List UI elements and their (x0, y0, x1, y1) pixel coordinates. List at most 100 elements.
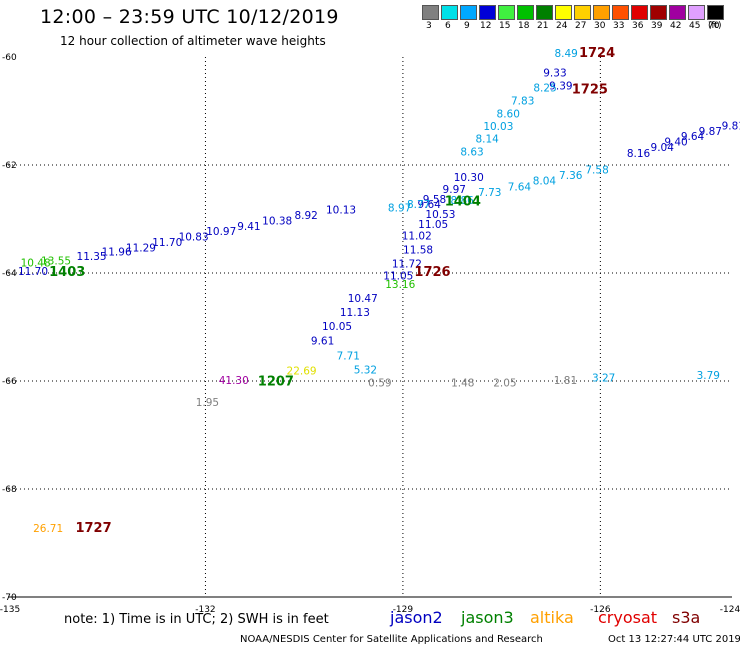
wave-height-value: 10.53 (425, 209, 455, 221)
color-scale-label: 6 (445, 21, 451, 31)
x-tick-label: -129 (393, 605, 414, 615)
color-scale-label: 36 (632, 21, 644, 31)
color-scale-swatch (460, 5, 477, 20)
wave-height-value: 8.14 (475, 133, 499, 145)
pass-time-label: 1725 (572, 83, 608, 98)
color-scale-label: 24 (556, 21, 568, 31)
wave-height-value: 9.39 (549, 80, 572, 92)
color-scale-swatch (536, 5, 553, 20)
color-scale-swatch (574, 5, 591, 20)
generated-timestamp: Oct 13 12:27:44 UTC 2019 (608, 634, 740, 645)
wave-height-value: 9.64 (418, 199, 442, 211)
wave-height-value: 11.29 (126, 242, 156, 254)
y-tick-label: -64 (2, 269, 17, 279)
wave-height-value: 9.97 (443, 184, 466, 196)
wave-height-value: 26.71 (33, 523, 63, 535)
wave-height-value: 0.59 (368, 377, 391, 389)
wave-height-value: 11.96 (102, 247, 132, 259)
color-scale-label: 12 (480, 21, 492, 31)
wave-height-value: 8.77 (407, 199, 430, 211)
wave-height-value: 11.05 (418, 219, 448, 231)
y-tick-label: -60 (2, 53, 17, 63)
pass-time-label: 1727 (75, 521, 111, 536)
wave-height-value: 8.25 (533, 83, 556, 95)
color-scale-swatch (517, 5, 534, 20)
wave-height-value: 10.30 (454, 172, 484, 184)
color-scale-label: 42 (670, 21, 682, 31)
wave-height-value: 9.41 (237, 221, 260, 233)
color-scale-label: 45 (689, 21, 701, 31)
wave-height-value: 10.13 (326, 205, 356, 217)
wave-height-value: 9.04 (651, 142, 675, 154)
wave-height-value: 10.38 (262, 215, 292, 227)
wave-height-value: 7.58 (585, 165, 608, 177)
wave-height-value: 9.87 (699, 126, 722, 138)
wave-height-value: 7.83 (511, 96, 534, 108)
wave-height-value: 5.32 (354, 364, 377, 376)
pass-time-label: 1404 (445, 195, 481, 210)
satellite-legend-cryosat: cryosat (598, 608, 658, 627)
y-tick-label: -68 (2, 485, 17, 495)
pass-time-label: 1726 (414, 265, 450, 280)
color-scale-label: 33 (613, 21, 625, 31)
footnote: note: 1) Time is in UTC; 2) SWH is in fe… (64, 612, 329, 627)
wave-height-value: 11.35 (77, 251, 107, 263)
wave-height-value: 3.27 (592, 373, 615, 385)
wave-height-value: 1.95 (196, 397, 219, 409)
color-scale-swatch (498, 5, 515, 20)
y-tick-label: -70 (2, 593, 17, 603)
color-scale-label: 3 (426, 21, 432, 31)
x-tick-label: -126 (590, 605, 611, 615)
color-scale-swatch (422, 5, 439, 20)
color-scale-swatch (441, 5, 458, 20)
wave-height-value: 8.04 (533, 175, 557, 187)
color-scale-label: 21 (537, 21, 549, 31)
y-tick-label: -62 (2, 161, 17, 171)
wave-height-value: 1.48 (451, 377, 474, 389)
x-tick-label: -135 (0, 605, 20, 615)
color-scale-label: 39 (651, 21, 663, 31)
wave-height-value: 1.81 (554, 375, 577, 387)
color-scale-label: 30 (594, 21, 606, 31)
x-tick-label: -132 (195, 605, 215, 615)
wave-height-value: 11.58 (403, 245, 433, 257)
color-scale-label: 18 (518, 21, 530, 31)
wave-height-value: 8.97 (388, 202, 411, 214)
map-title: 12:00 – 23:59 UTC 10/12/2019 (40, 6, 339, 28)
satellite-legend-s3a: s3a (672, 608, 701, 627)
wave-height-value: 11.02 (402, 231, 432, 243)
pass-time-label: 1207 (258, 374, 294, 389)
wave-height-value: 9.58 (423, 194, 446, 206)
color-scale-label: 9 (464, 21, 470, 31)
satellite-legend-altika: altika (530, 608, 574, 627)
pass-time-label: 1403 (49, 265, 85, 280)
wave-height-value: 9.64 (681, 131, 705, 143)
wave-height-value: 7.73 (478, 187, 501, 199)
color-scale-label: 70 (708, 21, 720, 31)
pass-time-label: 1724 (579, 46, 615, 61)
satellite-legend-jason2: jason2 (390, 608, 443, 627)
map-subtitle: 12 hour collection of altimeter wave hei… (60, 34, 326, 48)
satellite-legend-jason3: jason3 (461, 608, 514, 627)
color-scale-swatch (593, 5, 610, 20)
wave-height-value: 11.70 (152, 237, 182, 249)
wave-height-value: 3.79 (697, 370, 720, 382)
wave-height-value: 9.40 (664, 137, 687, 149)
wave-height-value: 7.71 (337, 350, 360, 362)
wave-height-value: 9.61 (311, 335, 334, 347)
color-scale-swatch (688, 5, 705, 20)
wave-height-value: 10.05 (322, 321, 352, 333)
wave-height-value: 10.83 (179, 232, 209, 244)
x-tick-label: -124 (720, 605, 740, 615)
wave-height-value: 8.49 (554, 48, 577, 60)
wave-height-value: 2.05 (493, 377, 516, 389)
wave-height-value: 10.48 (21, 258, 51, 270)
wave-height-value: 13.16 (385, 279, 415, 291)
y-tick-label: -66 (2, 377, 17, 387)
color-scale-swatch (650, 5, 667, 20)
wave-height-value: 11.13 (340, 307, 370, 319)
wave-height-value: 10.47 (348, 293, 378, 305)
wave-height-value: 11.72 (392, 259, 422, 271)
wave-height-value: 7.64 (508, 181, 532, 193)
